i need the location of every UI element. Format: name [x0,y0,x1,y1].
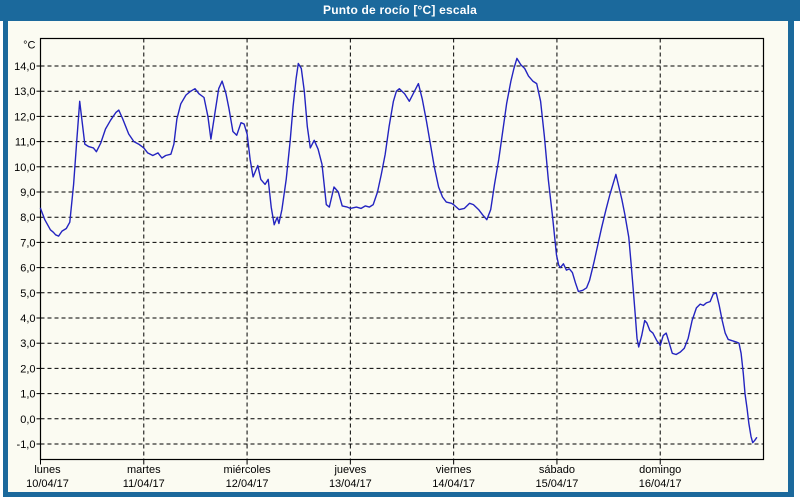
y-tick-label: 12,0 [14,111,35,123]
y-axis-unit-label: °C [23,40,35,52]
y-tick-label: 14,0 [14,61,35,73]
x-day-label: lunes [34,464,61,476]
y-tick-label: 3,0 [20,338,35,350]
y-tick-label: 8,0 [20,212,35,224]
y-tick-label: 4,0 [20,313,35,325]
y-tick-label: 10,0 [14,162,35,174]
chart-panel-frame [3,21,794,497]
x-date-label: 14/04/17 [432,478,475,490]
x-date-label: 12/04/17 [226,478,269,490]
y-tick-label: -1,0 [17,439,36,451]
x-day-label: sábado [539,464,575,476]
y-tick-label: 11,0 [15,137,36,149]
y-tick-label: 0,0 [20,414,35,426]
y-tick-label: 9,0 [20,187,35,199]
x-day-label: martes [127,464,161,476]
y-tick-label: 2,0 [20,363,35,375]
x-day-label: miércoles [224,464,272,476]
window-title-bar: Punto de rocío [°C] escala [0,0,800,21]
x-day-label: jueves [333,464,366,476]
y-tick-label: 5,0 [20,288,35,300]
series-line-punto-de-rocío [39,57,758,444]
y-tick-label: 1,0 [20,389,35,401]
y-tick-label: 7,0 [20,237,35,249]
x-day-label: viernes [436,464,472,476]
plot-border [39,37,765,461]
chart-title: Punto de rocío [°C] escala [322,3,478,17]
x-date-label: 15/04/17 [536,478,579,490]
x-date-label: 13/04/17 [329,478,372,490]
y-tick-label: 13,0 [14,86,35,98]
x-date-label: 16/04/17 [639,478,682,490]
y-tick-label: 6,0 [20,263,35,275]
x-date-label: 11/04/17 [123,478,165,490]
x-day-label: domingo [639,464,681,476]
x-date-label: 10/04/17 [26,478,69,490]
